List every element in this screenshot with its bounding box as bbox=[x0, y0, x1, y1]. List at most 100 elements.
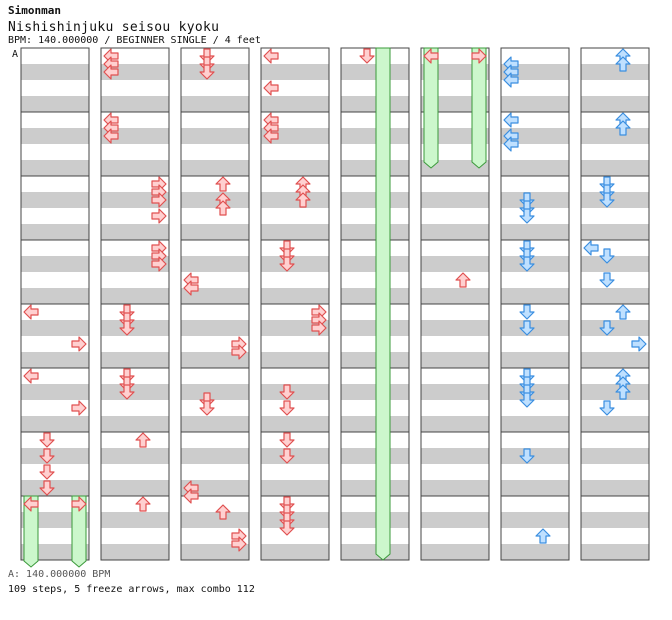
beat-stripe bbox=[181, 128, 249, 144]
beat-stripe bbox=[181, 320, 249, 336]
arrow-down-icon bbox=[279, 448, 295, 464]
beat-stripe bbox=[261, 128, 329, 144]
beat-stripe bbox=[341, 448, 409, 464]
beat-stripe bbox=[501, 416, 569, 432]
arrow-down-icon bbox=[599, 400, 615, 416]
column-4 bbox=[260, 47, 330, 561]
arrow-up-icon bbox=[215, 176, 231, 192]
beat-stripe bbox=[421, 352, 489, 368]
arrow-down-icon bbox=[519, 256, 535, 272]
beat-stripe bbox=[261, 96, 329, 112]
beat-stripe bbox=[421, 288, 489, 304]
arrow-down-icon bbox=[39, 480, 55, 496]
beat-stripe bbox=[341, 224, 409, 240]
beat-stripe bbox=[181, 288, 249, 304]
beat-stripe bbox=[581, 320, 649, 336]
beat-stripe bbox=[341, 480, 409, 496]
arrow-down-icon bbox=[279, 256, 295, 272]
beat-stripe bbox=[581, 224, 649, 240]
beat-stripe bbox=[181, 96, 249, 112]
beat-stripe bbox=[181, 384, 249, 400]
beat-stripe bbox=[261, 320, 329, 336]
beat-stripe bbox=[21, 416, 89, 432]
column-border bbox=[340, 47, 410, 561]
song-artist: Simonman bbox=[8, 4, 61, 17]
arrow-left-icon bbox=[103, 128, 119, 144]
beat-stripe bbox=[421, 480, 489, 496]
beat-stripe bbox=[181, 64, 249, 80]
beat-stripe bbox=[101, 160, 169, 176]
arrow-down-icon bbox=[39, 432, 55, 448]
measure-columns bbox=[20, 47, 650, 561]
beat-stripe bbox=[101, 384, 169, 400]
arrow-down-icon bbox=[599, 192, 615, 208]
arrow-down-icon bbox=[279, 400, 295, 416]
freeze-arrow-left bbox=[423, 47, 439, 169]
arrow-left-icon bbox=[23, 304, 39, 320]
step-arrows bbox=[23, 48, 647, 552]
beat-stripe bbox=[341, 128, 409, 144]
column-border bbox=[100, 47, 170, 561]
column-7 bbox=[500, 47, 570, 561]
freeze-arrow-right bbox=[71, 495, 87, 568]
column-6 bbox=[420, 47, 490, 561]
arrow-down-icon bbox=[279, 432, 295, 448]
arrow-left-icon bbox=[183, 280, 199, 296]
beat-stripe bbox=[421, 160, 489, 176]
arrow-down-icon bbox=[519, 304, 535, 320]
beat-stripe bbox=[581, 96, 649, 112]
column-1 bbox=[20, 47, 90, 561]
arrow-right-icon bbox=[71, 496, 87, 512]
beat-stripe bbox=[261, 224, 329, 240]
beat-stripe bbox=[501, 96, 569, 112]
beat-stripe bbox=[421, 416, 489, 432]
beat-stripe bbox=[261, 160, 329, 176]
beat-stripe bbox=[501, 512, 569, 528]
beat-stripe bbox=[501, 384, 569, 400]
beat-stripe bbox=[581, 128, 649, 144]
beat-stripe bbox=[101, 544, 169, 560]
column-8 bbox=[580, 47, 650, 561]
beat-stripe bbox=[501, 256, 569, 272]
beat-stripe bbox=[21, 352, 89, 368]
arrow-down-icon bbox=[519, 208, 535, 224]
beat-stripe bbox=[341, 96, 409, 112]
arrow-down-icon bbox=[519, 320, 535, 336]
column-5 bbox=[340, 47, 410, 561]
beat-stripe bbox=[181, 448, 249, 464]
arrow-up-icon bbox=[215, 200, 231, 216]
beat-stripe bbox=[101, 64, 169, 80]
arrow-down-icon bbox=[39, 464, 55, 480]
arrow-up-icon bbox=[455, 272, 471, 288]
beat-stripe bbox=[501, 448, 569, 464]
beat-stripe bbox=[21, 288, 89, 304]
arrow-left-icon bbox=[263, 128, 279, 144]
arrow-right-icon bbox=[71, 400, 87, 416]
arrow-left-icon bbox=[503, 72, 519, 88]
arrow-down-icon bbox=[519, 392, 535, 408]
freeze-arrows bbox=[23, 47, 487, 568]
column-3 bbox=[180, 47, 250, 561]
beat-stripe bbox=[501, 352, 569, 368]
beat-stripe bbox=[501, 320, 569, 336]
column-border bbox=[500, 47, 570, 561]
freeze-arrow-left bbox=[23, 495, 39, 568]
beat-stripe bbox=[341, 288, 409, 304]
beat-stripe bbox=[581, 64, 649, 80]
beat-stripe bbox=[421, 448, 489, 464]
beat-stripe bbox=[581, 512, 649, 528]
beat-stripe bbox=[181, 256, 249, 272]
arrow-right-icon bbox=[471, 48, 487, 64]
beat-stripe bbox=[581, 448, 649, 464]
beat-stripe bbox=[421, 224, 489, 240]
beat-stripe bbox=[341, 512, 409, 528]
arrow-right-icon bbox=[71, 336, 87, 352]
beat-stripe bbox=[261, 288, 329, 304]
arrow-down-icon bbox=[119, 384, 135, 400]
beat-stripe bbox=[421, 256, 489, 272]
beat-stripe bbox=[181, 352, 249, 368]
beat-stripe bbox=[101, 352, 169, 368]
bpm-legend: A: 140.000000 BPM bbox=[8, 569, 111, 580]
arrow-down-icon bbox=[599, 272, 615, 288]
